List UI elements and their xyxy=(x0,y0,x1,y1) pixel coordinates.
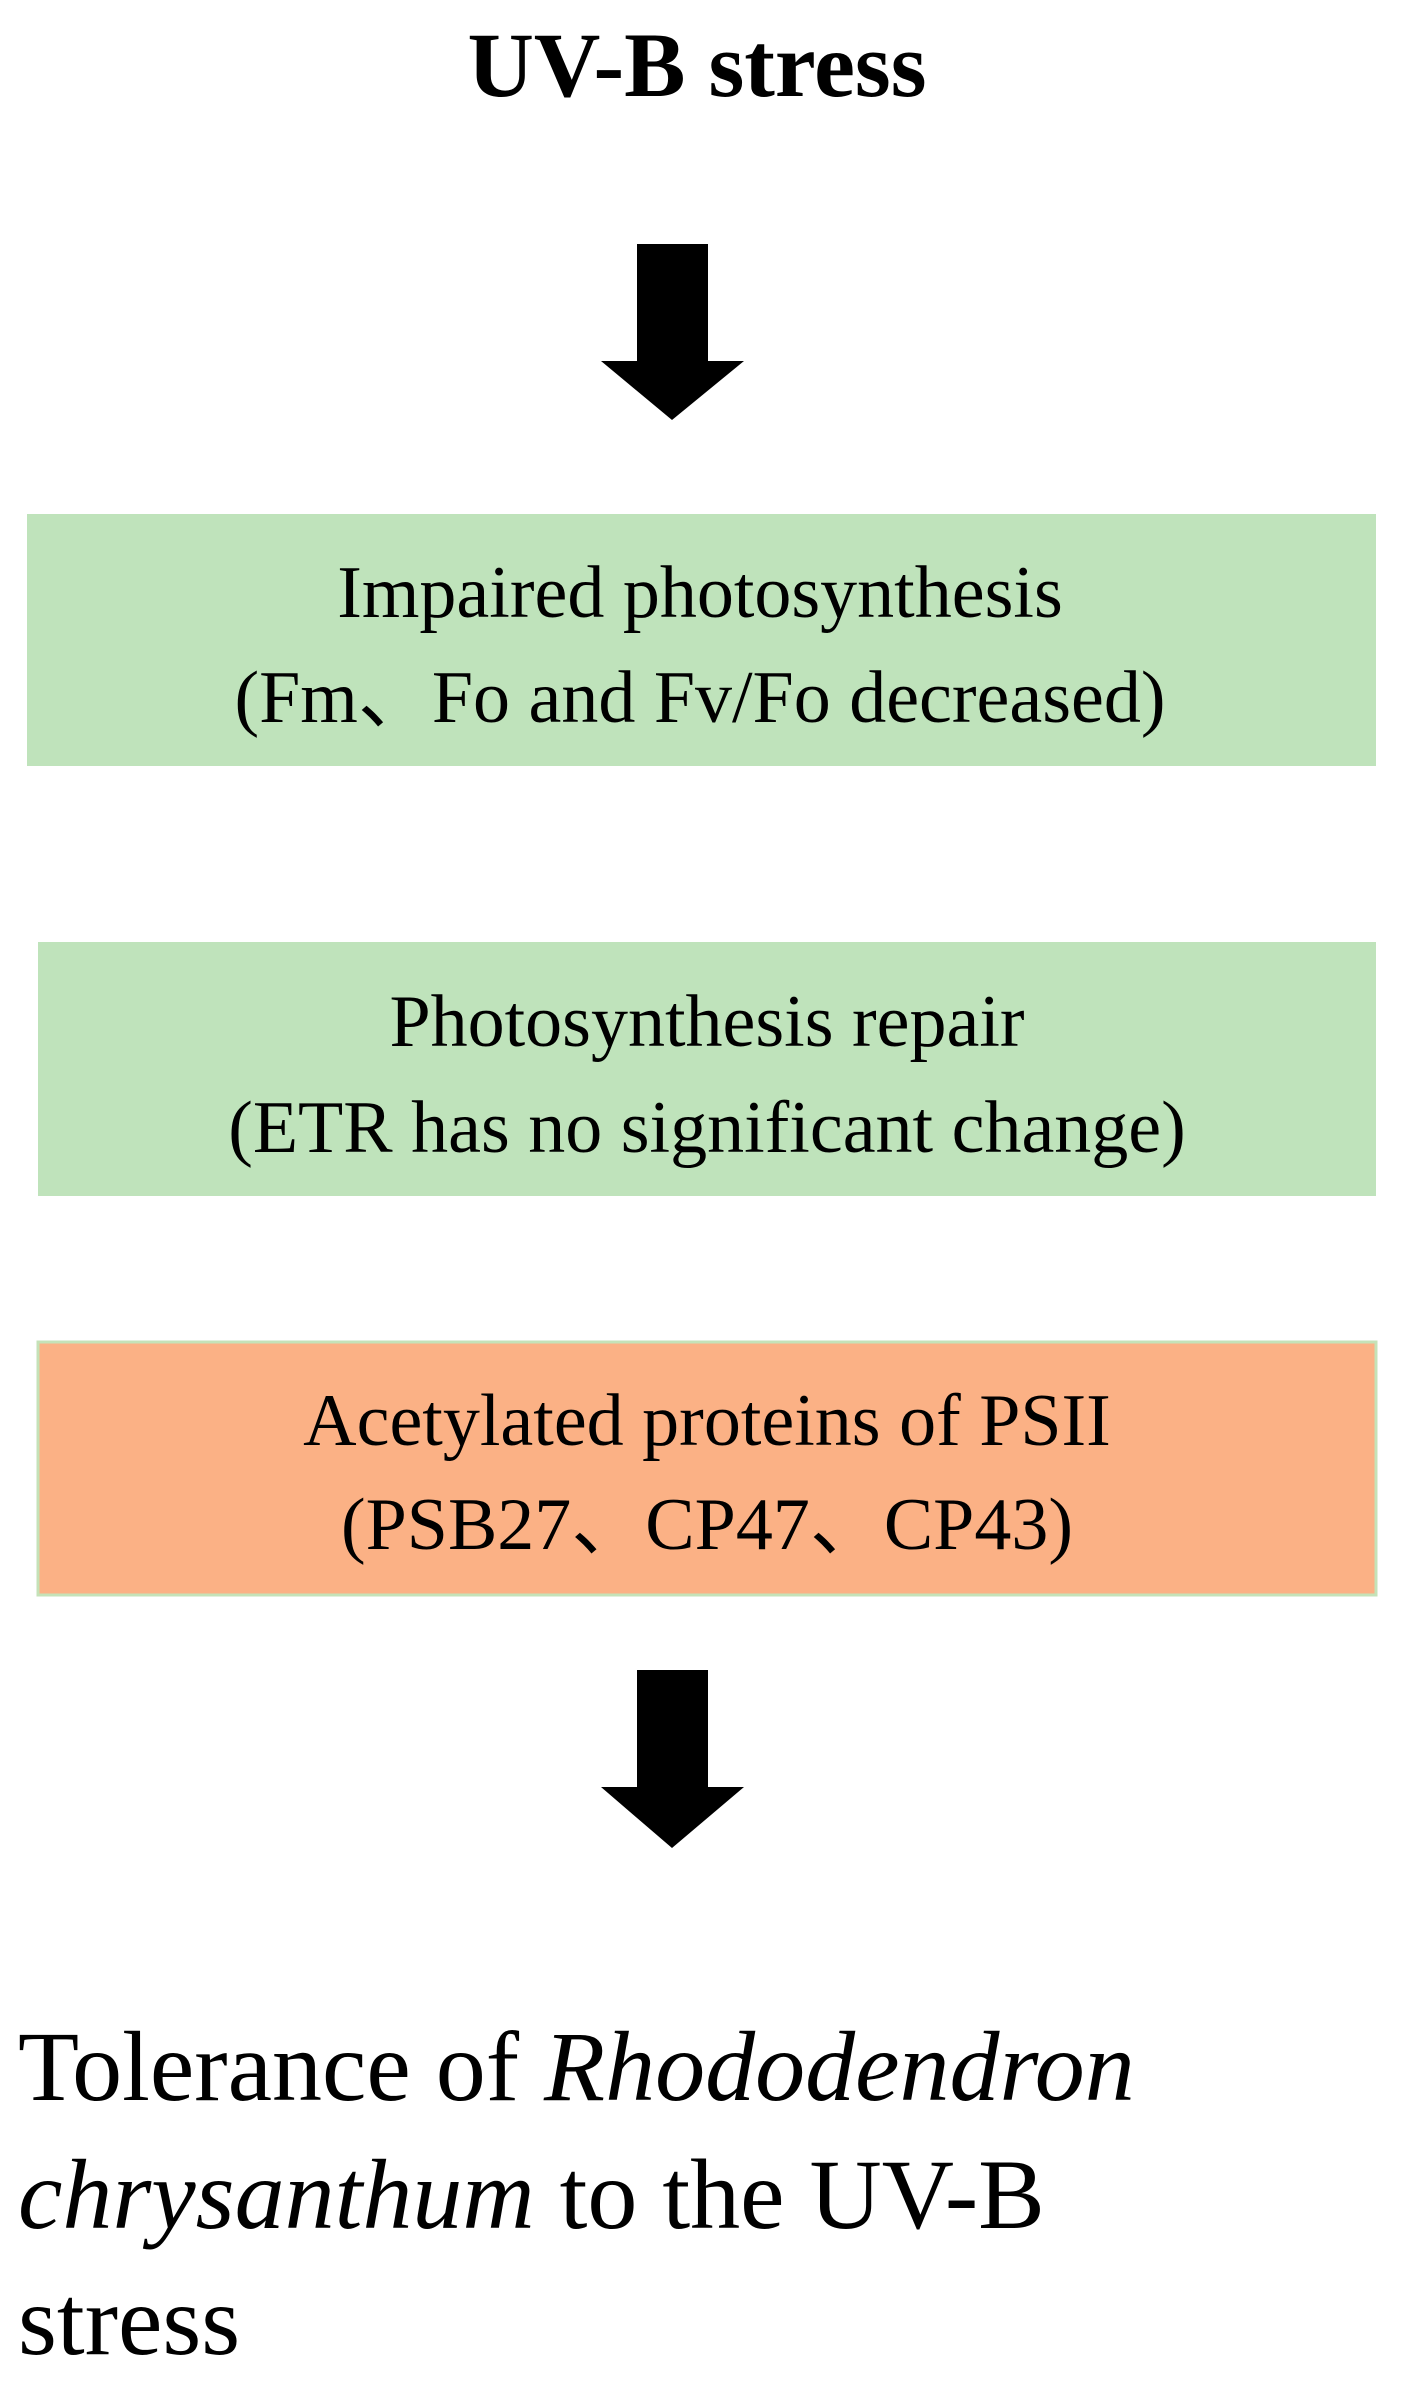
conclusion-italic: Rhododendron xyxy=(543,2011,1135,2122)
conclusion-line: chrysanthum to the UV-B xyxy=(18,2139,1045,2250)
box xyxy=(36,1340,1378,1597)
conclusion-italic: chrysanthum xyxy=(18,2139,535,2250)
box-line: (ETR has no significant change) xyxy=(228,1087,1186,1169)
box xyxy=(38,942,1376,1196)
arrow xyxy=(601,1670,744,1848)
conclusion-line: Tolerance of Rhododendron xyxy=(18,2011,1135,2122)
conclusion-text: Tolerance of xyxy=(18,2011,520,2122)
box-line: Photosynthesis repair xyxy=(389,981,1024,1063)
box-line: (PSB27、CP47、CP43) xyxy=(341,1484,1073,1566)
conclusion-text: to the UV-B xyxy=(560,2139,1045,2250)
arrow xyxy=(601,244,744,420)
title: UV-B stress xyxy=(467,14,926,116)
conclusion-line: stress xyxy=(18,2265,240,2376)
box-line: Impaired photosynthesis xyxy=(337,552,1063,634)
box xyxy=(27,514,1376,766)
box-line: Acetylated proteins of PSII xyxy=(303,1380,1111,1462)
box-line: (Fm、Fo and Fv/Fo decreased) xyxy=(234,657,1165,739)
